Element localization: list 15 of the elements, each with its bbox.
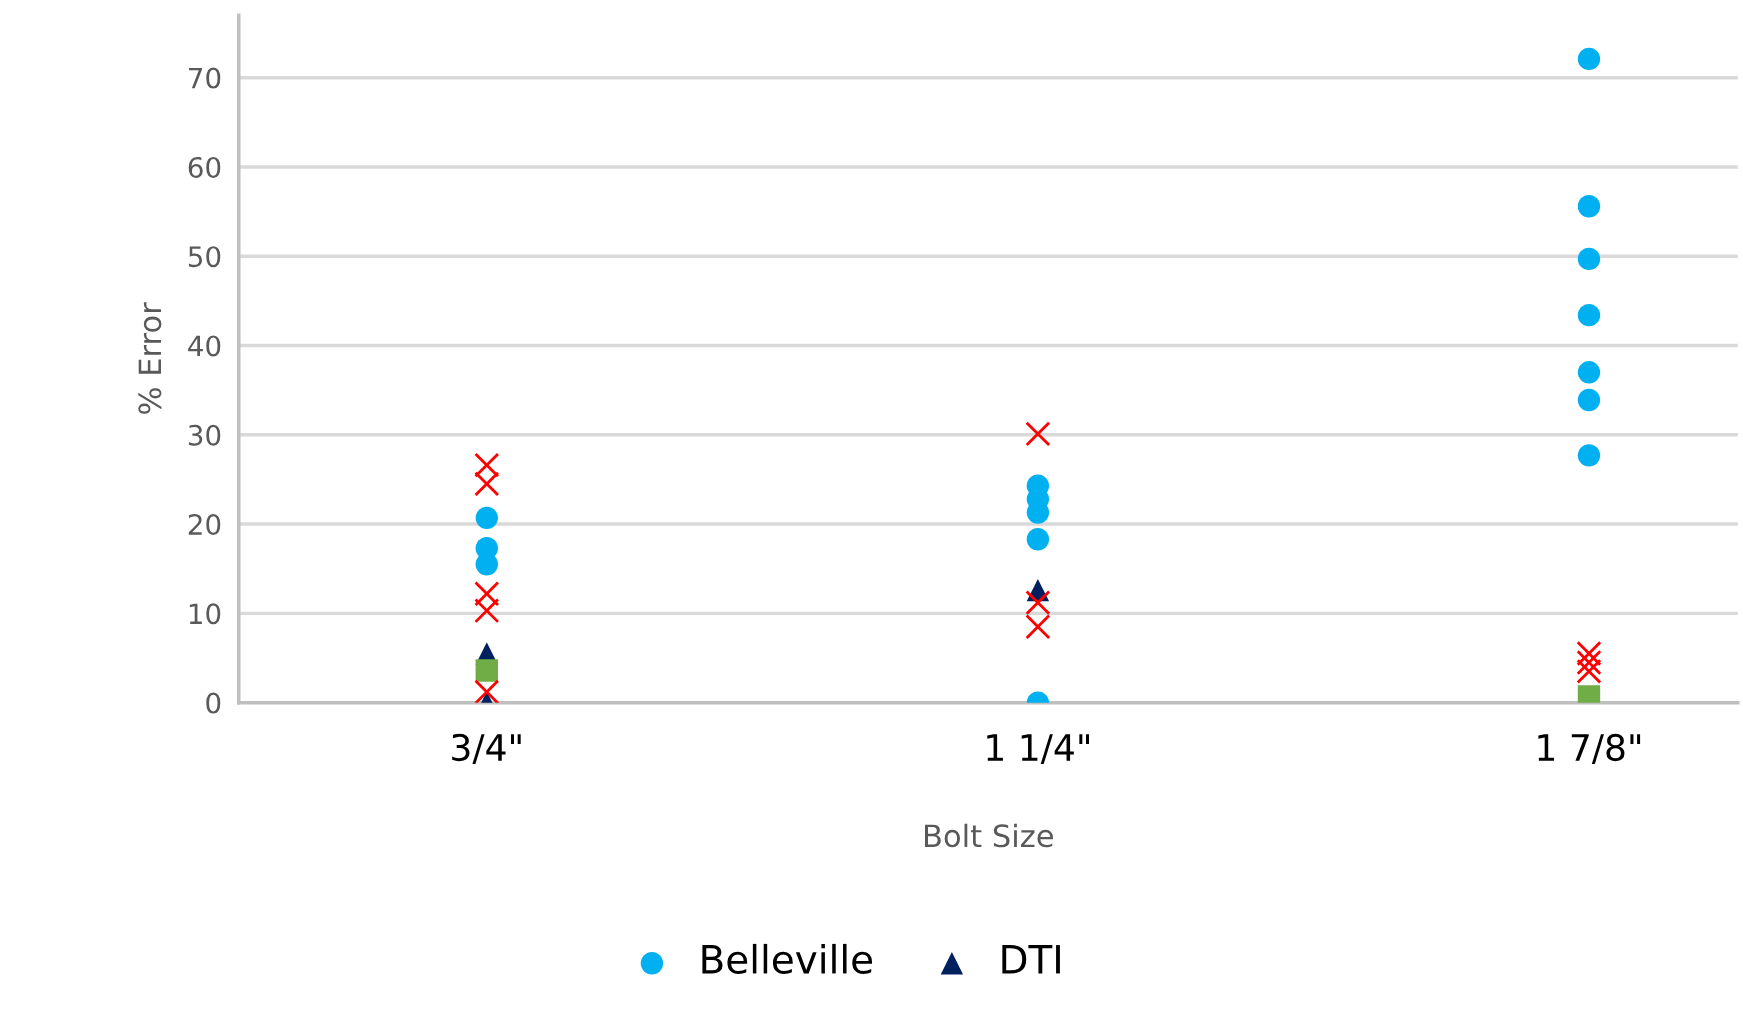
y-tick-label: 50: [188, 246, 221, 268]
y-tick-label: 40: [188, 335, 221, 357]
y-tick-label: 70: [189, 67, 221, 89]
legend-label: DTI: [1002, 945, 1060, 974]
y-tick-label: 60: [188, 156, 221, 178]
y-tick-label: 10: [189, 603, 221, 625]
x-tick-label: 3/4": [452, 733, 521, 764]
y-tick-label: 30: [188, 424, 221, 446]
y-tick-label: 0: [206, 692, 221, 714]
x-tick-label: 1 1/4": [987, 734, 1089, 764]
x-tick-label: 1 7/8": [1538, 733, 1641, 764]
y-axis-title: % Error: [138, 302, 162, 414]
x-axis-title: Bolt Size: [925, 823, 1053, 848]
y-tick-label: 20: [188, 514, 221, 536]
legend-label: Belleville: [702, 943, 873, 974]
